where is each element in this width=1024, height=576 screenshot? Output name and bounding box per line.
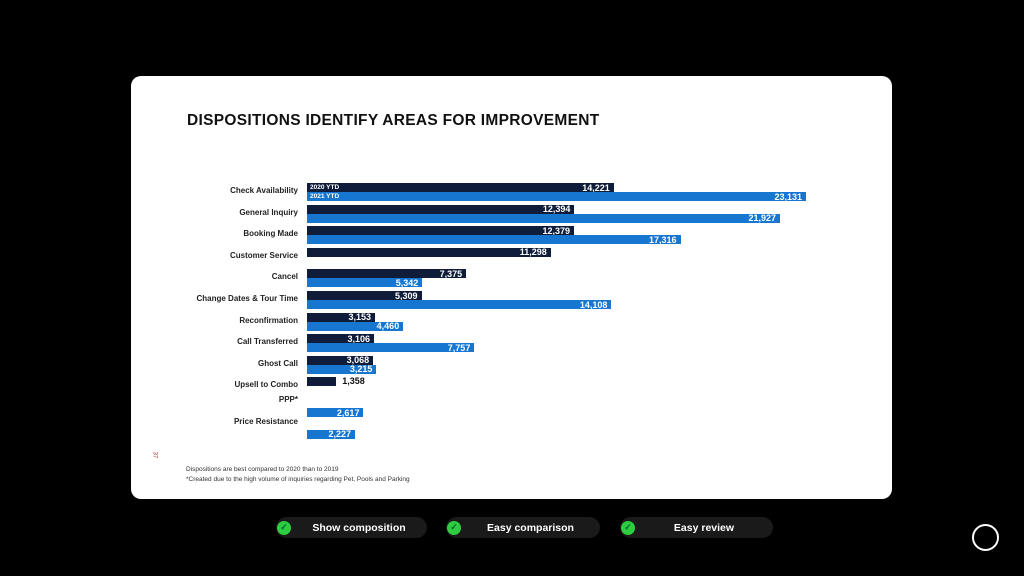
category-label: Call Transferred	[237, 337, 298, 347]
bar-2020: 7,375	[307, 268, 467, 279]
bar-2021: 23,131 2021 YTD	[307, 191, 806, 202]
data-label: 12,394	[542, 204, 571, 215]
bar-2021: 2,617	[307, 407, 364, 418]
bar-2020: 3,068	[307, 355, 374, 366]
category-label: Customer Service	[229, 250, 298, 260]
data-label: 7,375	[439, 268, 463, 279]
slide-title: DISPOSITIONS IDENTIFY AREAS FOR IMPROVEM…	[187, 112, 600, 129]
bar-2020: 3,106	[307, 333, 374, 344]
category-label: General Inquiry	[239, 207, 298, 217]
check-circle-icon: ✓	[447, 520, 461, 535]
bar-2020: 11,298	[307, 247, 551, 258]
category-label: Change Dates & Tour Time	[196, 294, 299, 303]
bar-2021: 3,215	[307, 364, 377, 375]
bar-2021: 7,757	[307, 342, 475, 353]
bar-2021: 4,460	[307, 321, 404, 332]
bar-2021: 5,342	[307, 277, 423, 288]
data-label: 5,309	[394, 290, 418, 301]
data-label: 4,460	[376, 321, 400, 332]
data-label: 12,379	[542, 225, 571, 236]
legend-label: 2021 YTD	[310, 193, 340, 200]
bar-2021: 17,316	[307, 234, 681, 245]
category-label: Check Availability	[230, 186, 298, 195]
data-label: 3,068	[346, 355, 370, 366]
bar-2020: 14,221 2020 YTD	[307, 182, 614, 193]
data-label: 14,108	[579, 299, 608, 310]
category-label: Reconfirmation	[239, 315, 298, 325]
pill-easy-review: ✓ Easy review	[620, 517, 773, 538]
category-label: Cancel	[271, 272, 298, 282]
brand-logo-icon	[972, 524, 999, 551]
category-label: Upsell to Combo	[234, 380, 298, 390]
data-label: 5,342	[395, 277, 419, 288]
data-label: 17,316	[649, 234, 677, 245]
bar-2020: 12,394	[307, 204, 575, 215]
bar-2021: 14,108	[307, 299, 612, 310]
bar-2020: 3,153	[307, 312, 376, 323]
data-label: 21,927	[748, 213, 777, 224]
bar-2020: 12,379	[307, 225, 575, 236]
data-label: 11,298	[519, 247, 547, 258]
category-label: Ghost Call	[257, 358, 298, 368]
data-label: 23,131	[774, 191, 802, 202]
data-label: 7,757	[447, 342, 471, 353]
category-label: PPP*	[278, 395, 298, 404]
data-label: 3,215	[349, 364, 373, 375]
data-label: 3,153	[348, 312, 372, 323]
data-label: 14,221	[582, 182, 610, 193]
slide: DISPOSITIONS IDENTIFY AREAS FOR IMPROVEM…	[131, 76, 892, 499]
footnote: Dispositions are best compared to 2020 t…	[186, 466, 339, 473]
pill-easy-comparison: ✓ Easy comparison	[446, 517, 600, 538]
bar-2021: 21,927	[307, 213, 781, 224]
data-label: 2,227	[328, 429, 352, 440]
category-label: Booking Made	[243, 229, 298, 239]
bar-2020: 5,309	[307, 290, 422, 301]
check-circle-icon: ✓	[621, 520, 635, 535]
data-label: 3,106	[347, 333, 370, 344]
footnote: *Created due to the high volume of inqui…	[186, 476, 410, 483]
legend-label: 2020 YTD	[310, 184, 340, 191]
bar-2020	[307, 377, 337, 387]
data-label: 1,358	[342, 376, 365, 387]
check-circle-icon: ✓	[277, 520, 291, 535]
page-number: 37	[151, 451, 158, 459]
category-label: Price Resistance	[233, 416, 298, 426]
bar-2021: 2,227	[307, 429, 356, 440]
data-label: 2,617	[336, 407, 360, 418]
pill-show-composition: ✓ Show composition	[276, 517, 427, 538]
